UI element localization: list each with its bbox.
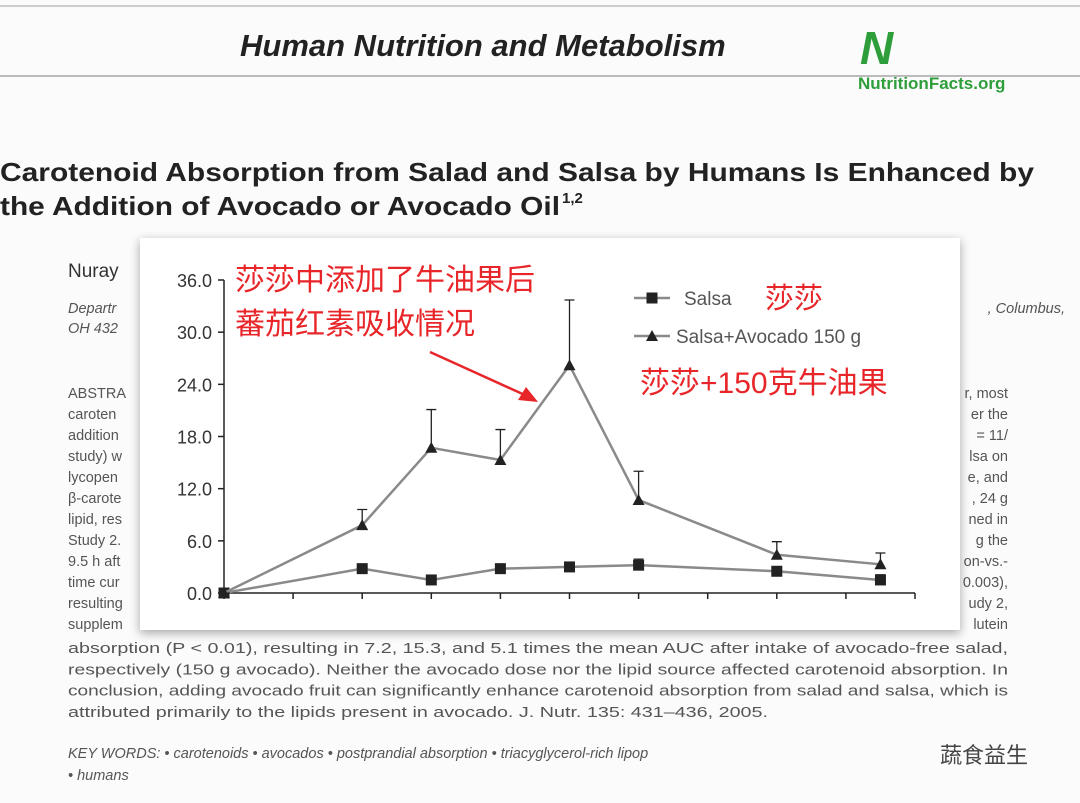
- marker: [356, 563, 368, 575]
- marker: [770, 548, 783, 560]
- y-tick-label: 6.0: [187, 532, 212, 552]
- legend-marker: [646, 330, 658, 341]
- logo-mark: N: [860, 22, 894, 74]
- abstract-fragment: resulting: [68, 596, 123, 612]
- abstract-fragment: ned in: [968, 512, 1008, 528]
- abstract-fragment: r, most: [964, 386, 1008, 402]
- series-line: [223, 362, 881, 595]
- header-title: Human Nutrition and Metabolism: [240, 28, 726, 63]
- chart: 0.0 6.0 12.0 18.0 24.0 30.0 36.0 Salsa 莎莎 Salsa+A…: [140, 238, 960, 630]
- y-tick-label: 30.0: [177, 323, 212, 343]
- abstract-fragment: lsa on: [969, 449, 1008, 465]
- abstract-fragment: time cur: [68, 575, 120, 591]
- affiliation: , Columbus,: [988, 301, 1065, 317]
- marker: [633, 559, 645, 571]
- marker: [564, 561, 575, 573]
- marker: [494, 563, 506, 575]
- key-words: • humans: [68, 768, 129, 784]
- logo-text: NutritionFacts.org: [858, 74, 1005, 93]
- abstract-fragment: ABSTRA: [68, 386, 126, 402]
- abstract-fragment: lutein: [973, 617, 1008, 633]
- abstract-fragment: addition: [68, 428, 119, 444]
- y-tick-label: 36.0: [177, 271, 212, 291]
- annotation: 莎莎中添加了牛油果后: [235, 264, 535, 297]
- marker: [356, 519, 369, 531]
- error-bar: [564, 299, 575, 366]
- series-line: [223, 563, 881, 595]
- abstract-fragment: lycopen: [68, 470, 118, 486]
- abstract-fragment: 0.003),: [963, 575, 1008, 591]
- abstract-fragment: er the: [971, 407, 1008, 423]
- legend-label: Salsa: [684, 289, 732, 310]
- abstract-fragment: caroten: [68, 407, 116, 423]
- marker: [425, 441, 438, 453]
- abstract-fragment: β-carote: [68, 491, 121, 507]
- legend-marker: [646, 292, 658, 304]
- paper-title: Carotenoid Absorption from Salad and Sal…: [0, 157, 1035, 187]
- abstract-fragment: study) w: [68, 449, 123, 465]
- marker: [874, 574, 886, 586]
- key-words: KEY WORDS: • carotenoids • avocados • po…: [68, 746, 648, 762]
- legend-note: 莎莎: [765, 282, 823, 315]
- abstract-line: attributed primarily to the lipids prese…: [68, 705, 768, 721]
- annotation-arrow-head: [518, 387, 538, 402]
- abstract-fragment: 9.5 h aft: [68, 554, 120, 570]
- marker: [771, 565, 783, 577]
- marker: [425, 574, 437, 586]
- abstract-line: respectively (150 g avocado). Neither th…: [68, 662, 1008, 678]
- abstract-fragment: e, and: [968, 470, 1008, 486]
- paper-title-sup: 1,2: [562, 190, 583, 207]
- author: Nuray: [68, 261, 119, 282]
- abstract-line: absorption (P < 0.01), resulting in 7.2,…: [68, 641, 1008, 657]
- affiliation: Departr: [68, 301, 118, 317]
- chart-panel: [140, 238, 960, 630]
- abstract-fragment: Study 2.: [68, 533, 121, 549]
- y-tick-label: 12.0: [177, 480, 212, 500]
- marker: [218, 587, 230, 598]
- paper-title: the Addition of Avocado or Avocado Oil: [0, 191, 560, 221]
- annotation-arrow-line: [429, 350, 528, 398]
- error-bar: [426, 408, 437, 448]
- marker: [632, 493, 645, 505]
- abstract-line: conclusion, adding avocado fruit can sig…: [68, 684, 1008, 700]
- abstract-fragment: on-vs.-: [964, 554, 1008, 570]
- abstract-fragment: lipid, res: [68, 512, 122, 528]
- marker: [563, 359, 576, 371]
- y-tick-label: 18.0: [177, 428, 212, 448]
- legend-note: 莎莎+150克牛油果: [640, 367, 888, 400]
- abstract-fragment: = 11/: [976, 428, 1009, 444]
- abstract-fragment: udy 2,: [969, 596, 1009, 612]
- marker: [874, 558, 887, 570]
- legend-label: Salsa+Avocado 150 g: [676, 327, 861, 348]
- abstract-fragment: , 24 g: [972, 491, 1008, 507]
- y-tick-label: 0.0: [187, 584, 212, 604]
- annotation: 蕃茄红素吸收情况: [235, 308, 475, 341]
- abstract-fragment: g the: [976, 533, 1008, 549]
- abstract-fragment: supplem: [68, 617, 123, 633]
- marker: [494, 453, 507, 465]
- watermark: 蔬食益生: [940, 743, 1028, 768]
- y-tick-label: 24.0: [177, 375, 212, 395]
- affiliation: OH 432: [68, 321, 118, 337]
